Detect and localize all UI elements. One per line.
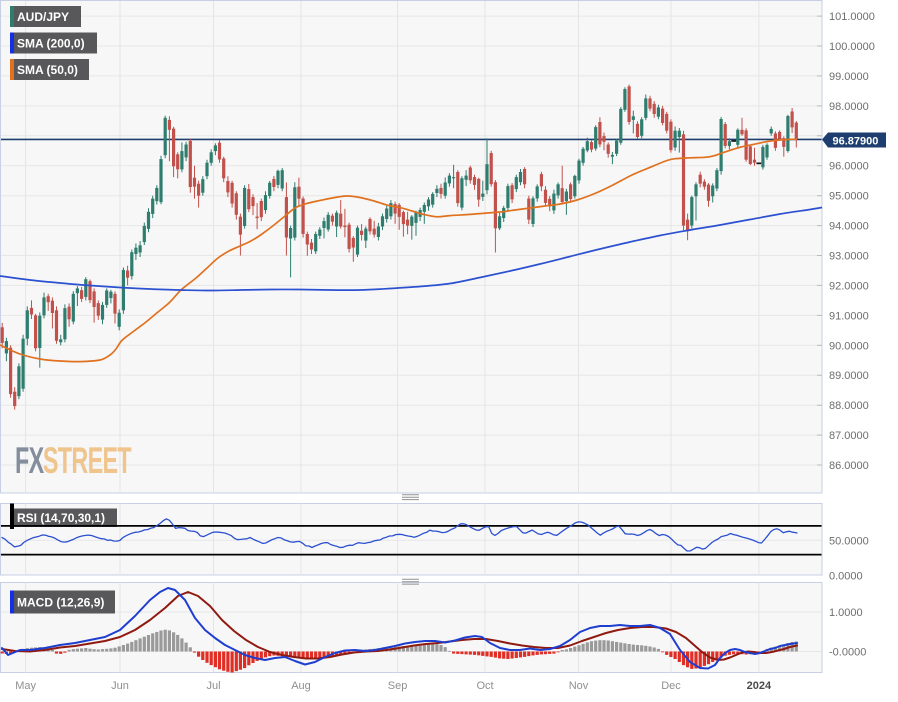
svg-text:RSI (14,70,30,1): RSI (14,70,30,1)	[17, 511, 105, 525]
svg-text:May: May	[15, 680, 36, 692]
svg-text:92.0000: 92.0000	[829, 280, 869, 292]
svg-text:87.0000: 87.0000	[829, 430, 869, 442]
svg-text:Aug: Aug	[291, 680, 311, 692]
svg-text:94.0000: 94.0000	[829, 221, 869, 233]
svg-text:0.0000: 0.0000	[829, 571, 863, 583]
svg-text:100.0000: 100.0000	[829, 41, 875, 53]
svg-text:98.0000: 98.0000	[829, 101, 869, 113]
svg-text:95.0000: 95.0000	[829, 191, 869, 203]
svg-text:FXSTREET: FXSTREET	[15, 439, 132, 481]
svg-text:AUD/JPY: AUD/JPY	[17, 10, 69, 24]
svg-text:1.0000: 1.0000	[829, 607, 863, 619]
svg-text:93.0000: 93.0000	[829, 251, 869, 263]
svg-text:2024: 2024	[747, 680, 772, 692]
svg-text:Jun: Jun	[111, 680, 129, 692]
svg-text:99.0000: 99.0000	[829, 71, 869, 83]
svg-text:Dec: Dec	[661, 680, 681, 692]
svg-text:90.0000: 90.0000	[829, 340, 869, 352]
svg-text:96.0000: 96.0000	[829, 161, 869, 173]
svg-text:Oct: Oct	[476, 680, 493, 692]
svg-text:Sep: Sep	[388, 680, 408, 692]
svg-text:-0.0000: -0.0000	[829, 647, 866, 659]
svg-text:96.87900: 96.87900	[833, 135, 879, 147]
svg-text:86.0000: 86.0000	[829, 460, 869, 472]
svg-text:101.0000: 101.0000	[829, 11, 875, 23]
svg-text:MACD (12,26,9): MACD (12,26,9)	[17, 595, 104, 609]
svg-text:50.0000: 50.0000	[829, 535, 869, 547]
svg-text:SMA (50,0): SMA (50,0)	[17, 63, 78, 77]
svg-text:Jul: Jul	[206, 680, 220, 692]
svg-text:Nov: Nov	[569, 680, 589, 692]
svg-text:SMA (200,0): SMA (200,0)	[17, 36, 85, 50]
svg-text:88.0000: 88.0000	[829, 400, 869, 412]
svg-text:89.0000: 89.0000	[829, 370, 869, 382]
svg-text:91.0000: 91.0000	[829, 310, 869, 322]
